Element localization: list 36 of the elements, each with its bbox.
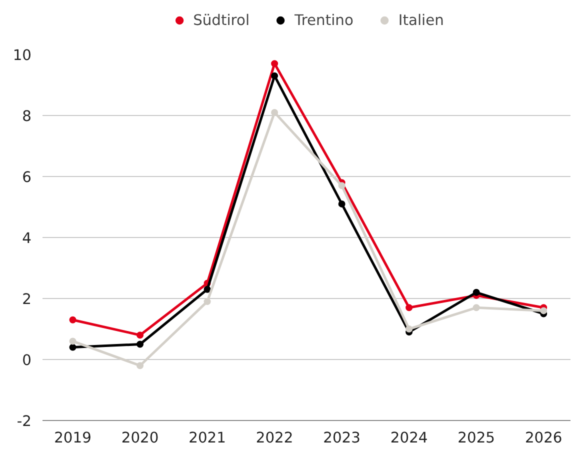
point: [69, 344, 76, 351]
point: [338, 182, 346, 190]
point: [204, 286, 211, 293]
point: [472, 304, 480, 312]
point: [472, 288, 480, 296]
y-tick-label: 10: [12, 47, 32, 64]
point: [271, 72, 278, 80]
legend-label: Trentino: [294, 12, 354, 28]
x-tick-label: 2023: [323, 430, 360, 446]
legend-label: Italien: [398, 12, 444, 28]
point: [136, 340, 144, 348]
y-tick-label: 2: [22, 291, 32, 308]
point: [136, 332, 144, 339]
point: [69, 316, 76, 324]
point: [540, 307, 548, 314]
x-tick-label: 2026: [524, 430, 562, 446]
point: [271, 60, 278, 68]
x-tick-label: 2025: [458, 430, 495, 446]
y-tick-label: 8: [22, 108, 32, 125]
point: [338, 200, 346, 208]
y-tick-label: 4: [22, 230, 32, 247]
point: [406, 326, 413, 332]
point: [69, 338, 76, 345]
y-tick-label: -2: [16, 413, 32, 430]
x-tick-label: 2019: [54, 430, 92, 446]
point: [136, 362, 144, 370]
y-tick-label: 0: [22, 352, 32, 369]
x-tick-label: 2024: [390, 430, 428, 446]
x-tick-label: 2022: [256, 430, 294, 446]
x-tick-label: 2021: [188, 430, 226, 446]
point: [271, 108, 278, 116]
y-tick-label: 6: [22, 169, 32, 186]
point: [204, 298, 211, 306]
point: [406, 304, 413, 312]
legend-label: Südtirol: [193, 12, 250, 28]
x-tick-label: 2020: [121, 430, 159, 446]
